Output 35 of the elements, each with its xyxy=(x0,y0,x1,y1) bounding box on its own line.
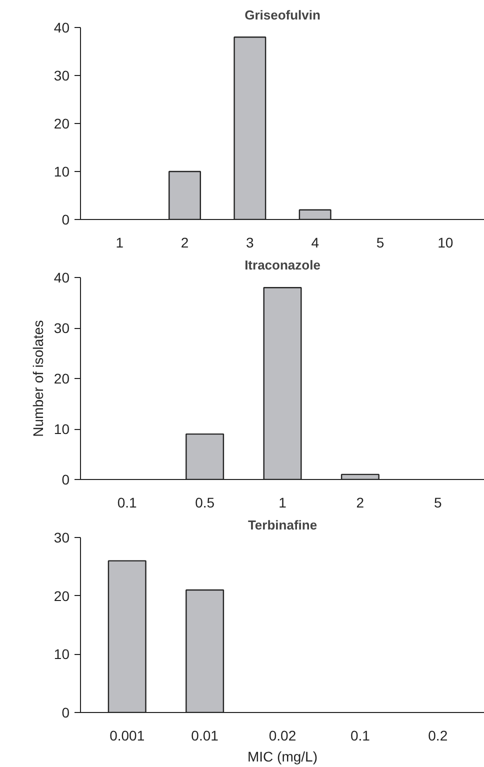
x-tick-label: 0.02 xyxy=(268,728,296,744)
x-tick-label: 1 xyxy=(278,494,287,510)
y-tick-label: 40 xyxy=(54,20,70,36)
x-tick-label: 5 xyxy=(376,234,384,250)
x-tick-label: 0.001 xyxy=(110,728,145,744)
x-tick-label: 0.1 xyxy=(350,728,370,744)
x-axis-title: MIC (mg/L) xyxy=(248,748,318,764)
y-tick-label: 10 xyxy=(54,421,70,437)
x-tick-label: 4 xyxy=(311,234,320,250)
y-tick-label: 20 xyxy=(54,116,70,132)
y-tick-label: 30 xyxy=(54,320,70,336)
x-tick-label: 2 xyxy=(180,234,189,250)
chart-title: Itraconazole xyxy=(244,258,320,272)
x-tick-label: 5 xyxy=(434,494,442,510)
y-tick-label: 10 xyxy=(54,646,70,662)
y-tick-label: 0 xyxy=(62,212,70,228)
y-tick-label: 0 xyxy=(62,472,70,488)
y-tick-label: 0 xyxy=(62,704,70,720)
x-tick-label: 0.01 xyxy=(191,728,219,744)
y-tick-label: 30 xyxy=(54,530,70,546)
y-tick-label: 30 xyxy=(54,68,70,84)
y-tick-label: 20 xyxy=(54,588,70,604)
x-tick-label: 3 xyxy=(246,234,254,250)
x-tick-label: 0.1 xyxy=(117,494,138,510)
x-tick-label: 10 xyxy=(438,234,454,250)
y-tick-label: 10 xyxy=(54,164,70,180)
x-tick-label: 2 xyxy=(356,494,364,510)
chart-title: Griseofulvin xyxy=(244,8,320,22)
chart-title: Terbinafine xyxy=(248,518,318,532)
y-tick-label: 40 xyxy=(54,270,70,286)
x-tick-label: 0.2 xyxy=(428,728,448,744)
y-tick-label: 20 xyxy=(54,370,70,386)
x-tick-label: 0.5 xyxy=(195,494,215,510)
x-tick-label: 1 xyxy=(116,234,124,250)
y-axis-title: Number of isolates xyxy=(30,320,46,437)
